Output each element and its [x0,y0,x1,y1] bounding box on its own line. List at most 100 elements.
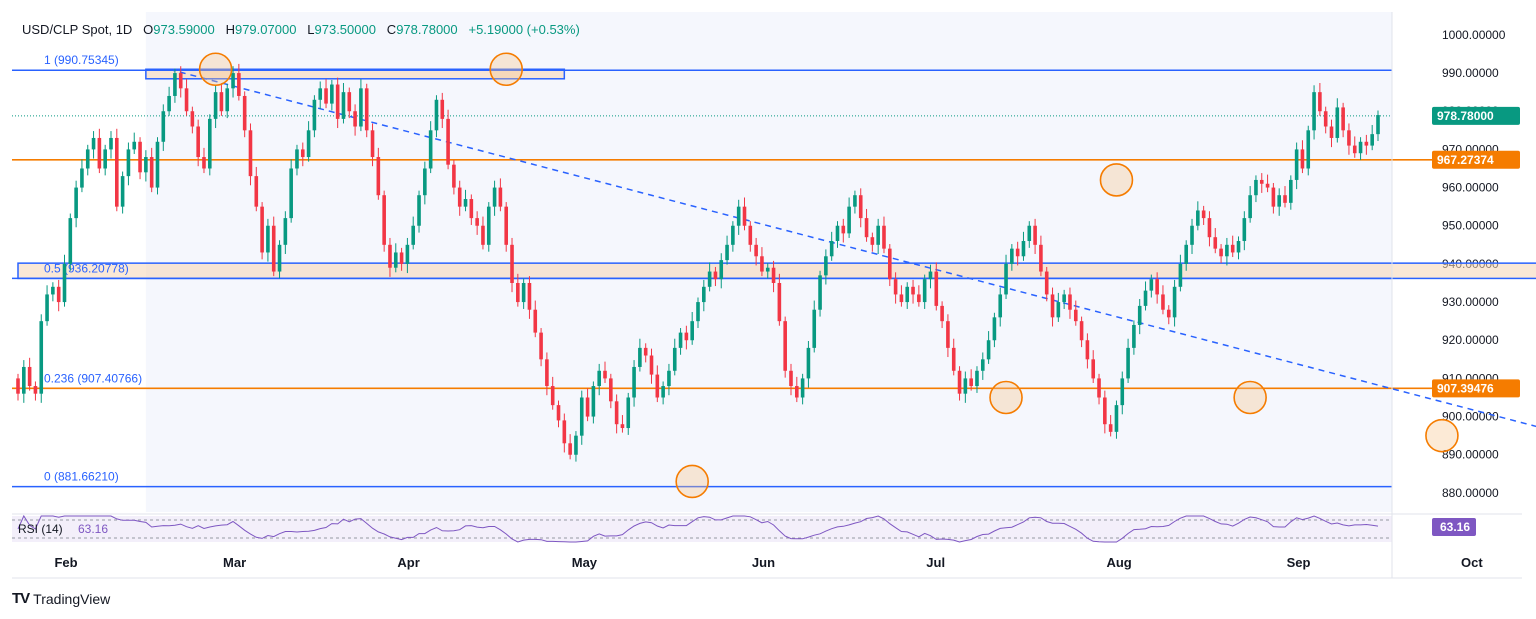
candle [626,397,631,429]
candle [870,237,875,245]
candle [475,218,479,226]
candle [1370,134,1374,146]
candle [1283,195,1287,203]
candle [260,206,264,253]
candle [771,267,776,283]
candle [649,355,654,375]
candle [1312,92,1316,131]
candle [591,386,596,417]
candle [68,218,73,264]
candle [812,309,817,348]
candle [1190,225,1194,245]
candle [789,370,793,387]
candle [1091,359,1096,379]
rsi-value-tag-label: 63.16 [1440,520,1470,534]
candle [1254,179,1258,196]
candle [178,73,183,89]
candle [934,271,939,306]
candle [289,168,293,219]
candle [393,252,398,268]
candle [219,92,224,112]
candle [951,347,956,371]
candle [120,176,125,207]
rsi-value-tag [1432,518,1476,536]
fib-range-shading [145,12,1392,512]
candle [620,424,625,429]
x-axis-label: Apr [397,555,419,570]
candle [858,195,863,219]
rsi-inline-value: 63.16 [78,522,108,536]
fib-level-label: 0.236 (907.40766) [44,371,142,385]
candle [62,263,67,303]
y-tick-label: 890.00000 [1442,448,1499,462]
candle [469,199,474,219]
candle [510,244,514,283]
candle [1289,179,1293,203]
candle [928,271,933,280]
candle [85,149,90,169]
candle [56,286,61,303]
candle [492,187,497,207]
tradingview-brand[interactable]: TV TradingView [12,590,110,607]
candle [481,225,485,245]
chart-header: USD/CLP Spot, 1D O973.59000 H979.07000 L… [22,22,580,37]
y-tick-label: 880.00000 [1442,486,1499,500]
candle [748,225,753,245]
candle [126,149,131,177]
current-price-tag-label: 978.78000 [1437,109,1494,123]
candle [980,359,985,371]
candle [998,294,1003,318]
low-label: L [307,22,315,37]
candle [957,370,962,394]
highlight-circle [989,380,1023,415]
candle [1004,263,1008,295]
candle [486,206,491,245]
x-axis-label: Aug [1106,555,1131,570]
candle [946,321,950,348]
candle [167,95,171,112]
candle [388,244,392,268]
candle [80,168,84,188]
candle [1306,130,1311,169]
candle [539,332,543,360]
candle [1108,424,1113,432]
candle [1271,187,1276,207]
candle [696,302,700,322]
candle [1323,111,1328,127]
candle [585,397,590,417]
candle [196,126,200,158]
y-tick-label: 950.00000 [1442,219,1499,233]
price-tag [1432,150,1520,169]
candle [1242,218,1247,242]
current-price-tag [1432,106,1520,125]
candle [1149,279,1154,291]
candle [887,248,892,280]
candle [1073,309,1078,322]
tradingview-logo-icon: TV [12,590,30,607]
candle [16,378,20,394]
candle [835,225,840,242]
candle [1143,290,1148,306]
candle [271,225,276,272]
candle [760,256,764,272]
close-label: C [386,22,397,37]
candle [446,118,450,165]
candle [1219,248,1223,257]
resistance-zone [145,68,566,80]
candle [335,84,340,119]
candle [1230,244,1235,253]
candle [841,225,846,234]
candle [963,378,968,394]
candle [556,405,561,421]
candle [283,218,288,245]
x-axis-label: Feb [54,555,77,570]
candle [690,321,694,341]
price-tag-label: 967.27374 [1437,153,1494,167]
candle [318,88,323,100]
candle [667,370,671,387]
highlight-circle [489,52,524,87]
candle [149,157,154,188]
candle [765,267,770,272]
candle [411,225,416,245]
